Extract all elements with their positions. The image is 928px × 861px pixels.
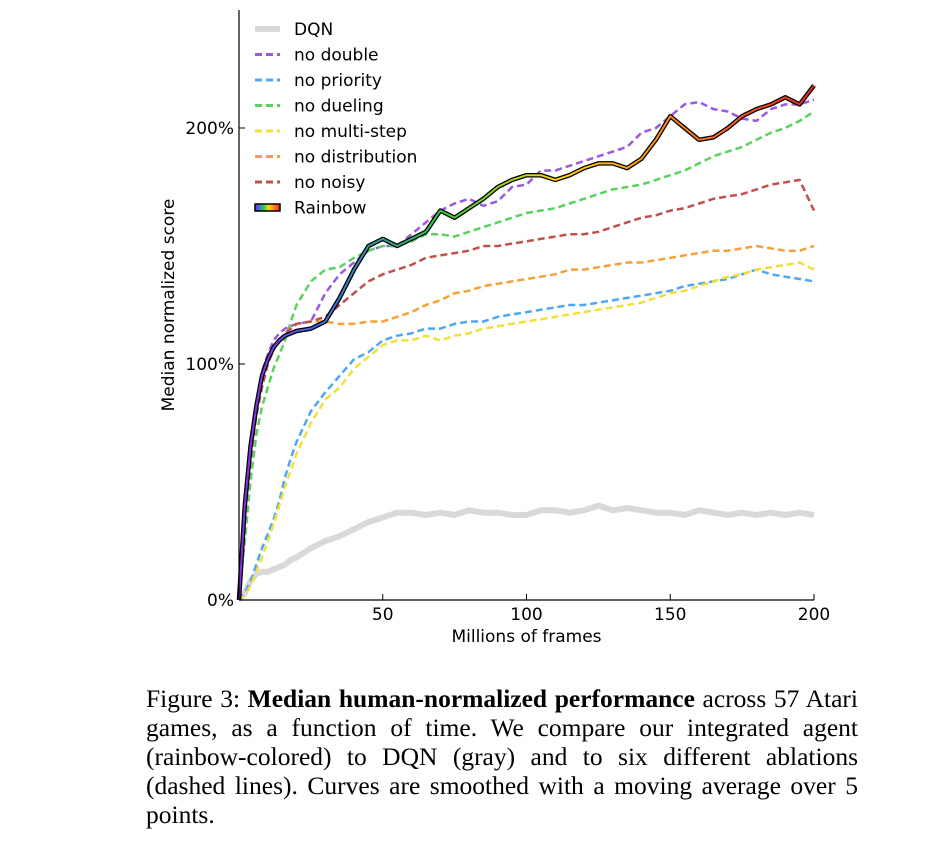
- legend-swatch-rainbow: [254, 203, 281, 212]
- legend-label-no-dueling: no dueling: [294, 97, 384, 117]
- legend-label-rainbow: Rainbow: [294, 199, 367, 219]
- series-line-no-multi-step: [238, 261, 815, 601]
- y-tick-label: 100%: [185, 355, 234, 375]
- legend-label-no-priority: no priority: [294, 71, 382, 91]
- x-axis-title: Millions of frames: [451, 627, 601, 647]
- caption-bold: Median human-normalized performance: [247, 684, 695, 713]
- legend: DQN no double no priority no dueling no mult…: [254, 20, 417, 219]
- y-tick-label: 0%: [207, 591, 234, 611]
- series-line-no-distribution: [237, 244, 815, 601]
- legend-label-no-double: no double: [294, 46, 379, 66]
- y-axis-title: Median normalized score: [159, 199, 179, 412]
- chart: 50 100 150 200 0% 100% 200% Millions of frames M…: [159, 10, 830, 647]
- x-tick-label: 200: [798, 605, 830, 625]
- legend-label-no-noisy: no noisy: [294, 173, 365, 193]
- caption-label: Figure 3:: [146, 684, 248, 713]
- series-line-rainbow: [238, 84, 815, 601]
- legend-label-no-distribution: no distribution: [294, 148, 417, 168]
- x-tick-label: 50: [372, 605, 394, 625]
- caption-text: across 57 Atari games, as a function of …: [146, 684, 859, 829]
- series-line-no-priority: [238, 268, 815, 601]
- axes: 50 100 150 200 0% 100% 200% Millions of frames M…: [159, 10, 830, 647]
- x-tick-label: 150: [654, 605, 686, 625]
- series-line-no-noisy: [237, 178, 816, 601]
- series-line-no-dueling: [237, 110, 815, 601]
- y-tick-label: 200%: [185, 119, 234, 139]
- series-line-no-double: [237, 98, 815, 601]
- legend-label-no-multi-step: no multi-step: [294, 122, 407, 142]
- series-line-dqn: [236, 502, 815, 602]
- legend-label-dqn: DQN: [294, 20, 333, 40]
- x-tick-label: 100: [510, 605, 542, 625]
- plot-area: [236, 84, 816, 602]
- figure-caption: Figure 3: Median human-normalized perfor…: [146, 684, 858, 829]
